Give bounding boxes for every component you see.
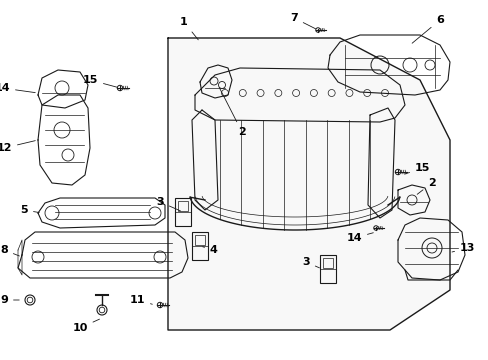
Text: 7: 7 — [290, 13, 315, 29]
Text: 14: 14 — [346, 233, 372, 243]
Bar — [195, 235, 204, 245]
Text: 10: 10 — [72, 319, 99, 333]
Bar — [323, 258, 332, 268]
Bar — [192, 232, 207, 260]
Text: 14: 14 — [0, 83, 35, 93]
Bar — [319, 255, 335, 283]
Bar — [175, 198, 191, 226]
Text: 1: 1 — [180, 17, 198, 40]
Polygon shape — [168, 38, 449, 330]
Text: 6: 6 — [411, 15, 443, 43]
Text: 5: 5 — [20, 205, 39, 215]
Text: 8: 8 — [0, 245, 20, 256]
Text: 9: 9 — [0, 295, 19, 305]
Text: 3: 3 — [302, 257, 319, 268]
Text: 2: 2 — [219, 87, 245, 137]
Text: 13: 13 — [451, 243, 474, 253]
Text: 3: 3 — [156, 197, 180, 211]
Text: 12: 12 — [0, 141, 35, 153]
Text: 15: 15 — [82, 75, 117, 87]
Text: 2: 2 — [416, 178, 435, 194]
Text: 11: 11 — [129, 295, 152, 305]
Text: 4: 4 — [202, 245, 218, 255]
Text: 15: 15 — [404, 163, 429, 174]
Bar — [178, 201, 187, 211]
